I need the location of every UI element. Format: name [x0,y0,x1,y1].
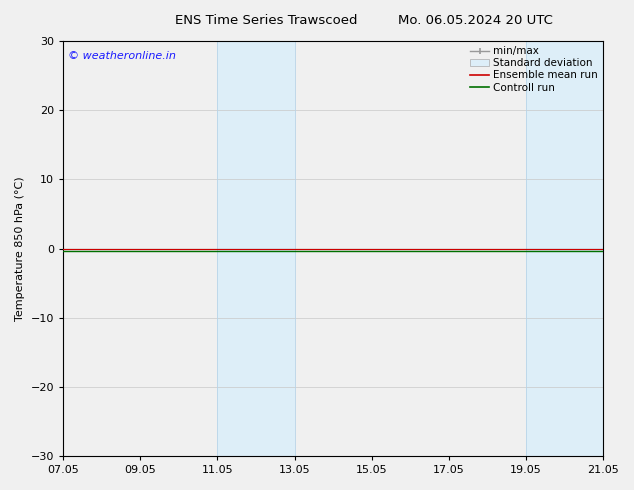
Text: ENS Time Series Trawscoed: ENS Time Series Trawscoed [175,14,358,27]
Y-axis label: Temperature 850 hPa (°C): Temperature 850 hPa (°C) [15,176,25,321]
Legend: min/max, Standard deviation, Ensemble mean run, Controll run: min/max, Standard deviation, Ensemble me… [470,46,598,93]
Bar [526,41,603,456]
Bar [217,41,295,456]
Text: Mo. 06.05.2024 20 UTC: Mo. 06.05.2024 20 UTC [398,14,553,27]
Text: © weatheronline.in: © weatheronline.in [68,51,176,61]
